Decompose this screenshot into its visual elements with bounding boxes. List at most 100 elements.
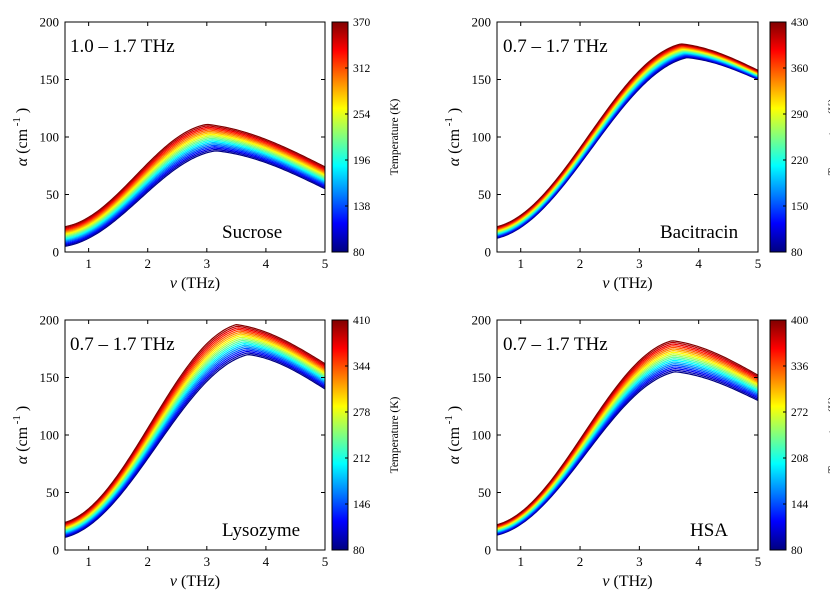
series-line bbox=[65, 343, 325, 533]
series-line bbox=[65, 336, 325, 530]
y-tick-label: 200 bbox=[472, 15, 492, 30]
series-line bbox=[65, 346, 325, 534]
series-line bbox=[497, 44, 758, 229]
series-line bbox=[65, 125, 325, 229]
x-tick-label: 2 bbox=[577, 256, 584, 271]
x-tick-label: 5 bbox=[322, 256, 329, 271]
colorbar: 80 150 220 290 360 430 Temperature (K) bbox=[769, 17, 830, 259]
series-line bbox=[65, 324, 325, 523]
series-line bbox=[65, 325, 325, 524]
series-line bbox=[65, 328, 325, 526]
colorbar-tick-label: 430 bbox=[791, 17, 809, 29]
colorbar-tick-label: 290 bbox=[791, 109, 809, 121]
colorbar-tick-label: 344 bbox=[353, 361, 371, 373]
series-group bbox=[65, 123, 325, 247]
y-tick-label: 0 bbox=[53, 245, 60, 260]
x-tick-label: 1 bbox=[85, 554, 92, 569]
frequency-range-label: 0.7 – 1.7 THz bbox=[503, 36, 608, 57]
series-line bbox=[65, 332, 325, 527]
x-tick-label: 1 bbox=[517, 256, 524, 271]
series-line bbox=[65, 148, 325, 246]
sample-name-label: Lysozyme bbox=[222, 520, 300, 541]
series-line bbox=[65, 344, 325, 534]
colorbar-tick-label: 146 bbox=[353, 499, 371, 511]
colorbar: 80 144 208 272 336 400 Temperature (K) bbox=[769, 315, 830, 557]
x-tick-label: 3 bbox=[204, 256, 211, 271]
colorbar-gradient bbox=[331, 21, 349, 253]
x-tick-label: 5 bbox=[755, 256, 762, 271]
colorbar-tick-label: 254 bbox=[353, 109, 371, 121]
x-axis-label: ν (THz) bbox=[602, 275, 652, 292]
series-line bbox=[497, 340, 758, 526]
y-axis-label: α (cm -1 ) bbox=[443, 406, 463, 465]
x-tick-label: 3 bbox=[204, 554, 211, 569]
x-tick-label: 4 bbox=[263, 256, 270, 271]
x-tick-label: 4 bbox=[695, 554, 702, 569]
colorbar-tick-label: 80 bbox=[791, 545, 803, 557]
colorbar-gradient bbox=[769, 21, 787, 253]
colorbar-tick-label: 150 bbox=[791, 201, 809, 213]
colorbar-title: Temperature (K) bbox=[389, 98, 401, 175]
y-tick-label: 150 bbox=[472, 72, 492, 87]
series-line bbox=[65, 349, 325, 536]
series-line bbox=[65, 354, 325, 538]
y-tick-label: 50 bbox=[478, 485, 491, 500]
x-tick-label: 1 bbox=[517, 554, 524, 569]
y-tick-label: 200 bbox=[40, 15, 60, 30]
x-tick-label: 2 bbox=[144, 554, 151, 569]
x-tick-label: 1 bbox=[85, 256, 92, 271]
frequency-range-label: 0.7 – 1.7 THz bbox=[70, 334, 175, 355]
series-group bbox=[65, 324, 325, 538]
y-tick-label: 0 bbox=[485, 245, 492, 260]
x-axis-label: ν (THz) bbox=[602, 573, 652, 590]
frequency-range-label: 0.7 – 1.7 THz bbox=[503, 334, 608, 355]
series-line bbox=[497, 43, 758, 228]
colorbar-tick-label: 336 bbox=[791, 361, 809, 373]
y-tick-label: 150 bbox=[472, 370, 492, 385]
series-line bbox=[65, 327, 325, 525]
colorbar-tick-label: 370 bbox=[353, 17, 371, 29]
colorbar-title: Temperature (K) bbox=[827, 396, 830, 473]
series-line bbox=[65, 147, 325, 245]
y-tick-label: 150 bbox=[40, 72, 60, 87]
series-line bbox=[65, 140, 325, 240]
series-line bbox=[65, 126, 325, 230]
y-tick-label: 0 bbox=[53, 543, 60, 558]
y-tick-label: 150 bbox=[40, 370, 60, 385]
colorbar-gradient bbox=[769, 319, 787, 551]
frequency-range-label: 1.0 – 1.7 THz bbox=[70, 36, 175, 57]
y-tick-label: 50 bbox=[46, 187, 59, 202]
y-tick-label: 50 bbox=[478, 187, 491, 202]
colorbar-tick-label: 400 bbox=[791, 315, 809, 327]
series-line bbox=[65, 129, 325, 232]
colorbar-tick-label: 360 bbox=[791, 63, 809, 75]
series-line bbox=[65, 139, 325, 239]
y-axis-label: α (cm -1 ) bbox=[11, 406, 31, 465]
y-axis-label: α (cm -1 ) bbox=[443, 108, 463, 167]
colorbar-tick-label: 196 bbox=[353, 155, 371, 167]
series-line bbox=[497, 45, 758, 230]
sample-name-label: Bacitracin bbox=[660, 222, 739, 243]
series-line bbox=[65, 352, 325, 538]
colorbar-tick-label: 208 bbox=[791, 453, 809, 465]
series-group bbox=[497, 340, 758, 536]
colorbar-tick-label: 80 bbox=[353, 247, 365, 259]
x-axis-label: ν (THz) bbox=[170, 275, 220, 292]
colorbar-title: Temperature (K) bbox=[389, 396, 401, 473]
x-tick-label: 3 bbox=[636, 554, 643, 569]
y-tick-label: 50 bbox=[46, 485, 59, 500]
x-tick-label: 2 bbox=[144, 256, 151, 271]
series-line bbox=[65, 123, 325, 228]
series-line bbox=[65, 335, 325, 529]
y-tick-label: 100 bbox=[40, 130, 60, 145]
series-line bbox=[65, 333, 325, 528]
colorbar-tick-label: 410 bbox=[353, 315, 371, 327]
series-line bbox=[65, 350, 325, 537]
x-axis-label: ν (THz) bbox=[170, 573, 220, 590]
series-line bbox=[65, 136, 325, 237]
colorbar-tick-label: 220 bbox=[791, 155, 809, 167]
y-tick-label: 200 bbox=[472, 313, 492, 328]
colorbar-tick-label: 80 bbox=[791, 247, 803, 259]
